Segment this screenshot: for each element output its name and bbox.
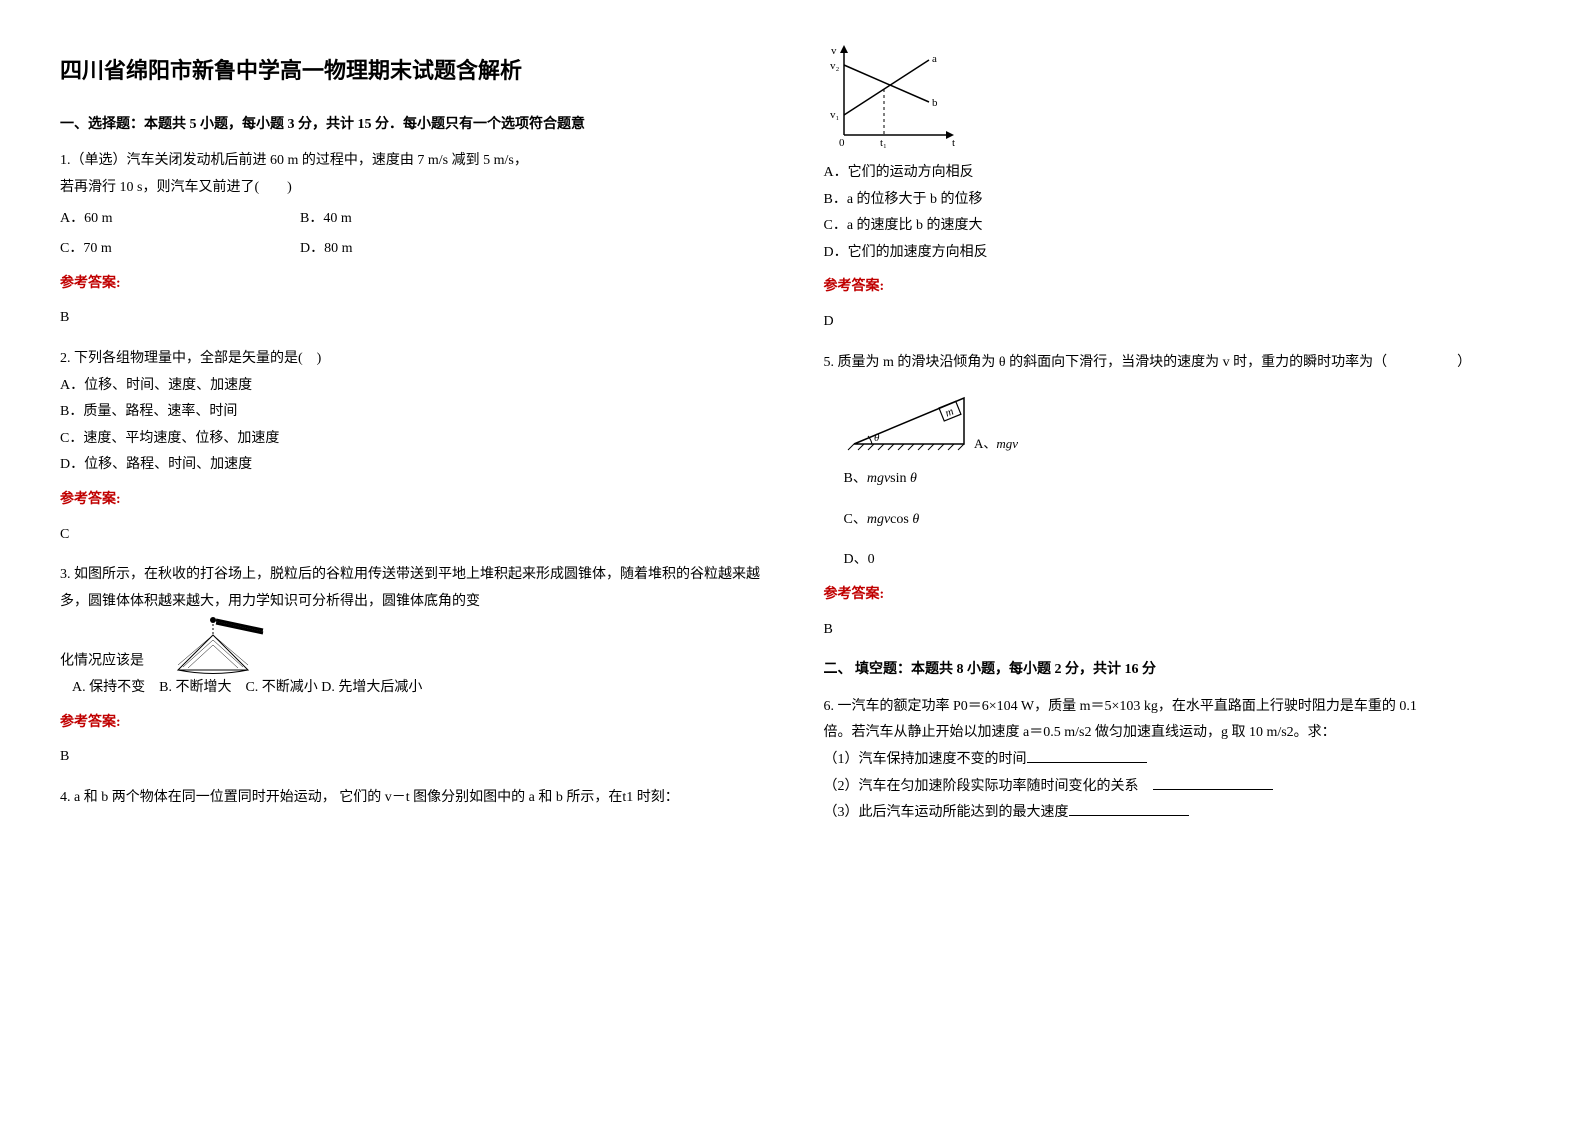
q2-stem: 2. 下列各组物理量中，全部是矢量的是( ) — [60, 346, 764, 373]
question-5: 5. 质量为 m 的滑块沿倾角为 θ 的斜面向下滑行，当滑块的速度为 v 时，重… — [824, 350, 1528, 644]
q1-row1: A．60 m B．40 m — [60, 206, 764, 233]
q1-opt-b: B．40 m — [300, 206, 352, 233]
q6-p2-text: （2）汽车在匀加速阶段实际功率随时间变化的关系 — [824, 779, 1153, 794]
q1-opt-c: C．70 m — [60, 236, 300, 263]
q5-stem: 5. 质量为 m 的滑块沿倾角为 θ 的斜面向下滑行，当滑块的速度为 v 时，重… — [824, 350, 1528, 377]
page: 四川省绵阳市新鲁中学高一物理期末试题含解析 一、选择题：本题共 5 小题，每小题… — [60, 40, 1527, 837]
vt-label-0: 0 — [839, 137, 845, 149]
q1-row2: C．70 m D．80 m — [60, 236, 764, 263]
cone-diagram — [148, 615, 278, 675]
vt-label-v2: v₂ — [830, 60, 840, 72]
page-title: 四川省绵阳市新鲁中学高一物理期末试题含解析 — [60, 50, 764, 92]
q6-p3-text: （3）此后汽车运动所能达到的最大速度 — [824, 805, 1069, 820]
left-column: 四川省绵阳市新鲁中学高一物理期末试题含解析 一、选择题：本题共 5 小题，每小题… — [60, 40, 764, 837]
q1-stem2: 若再滑行 10 s，则汽车又前进了( ) — [60, 175, 764, 202]
q2-opt-b: B．质量、路程、速率、时间 — [60, 399, 764, 426]
q4-stem: 4. a 和 b 两个物体在同一位置同时开始运动， 它们的 v－t 图像分别如图… — [60, 785, 764, 812]
vt-label-t: t — [952, 137, 955, 149]
vt-label-a: a — [932, 53, 937, 65]
q2-ref: 参考答案: — [60, 487, 764, 514]
q4-ref: 参考答案: — [824, 274, 1528, 301]
vt-graph: v v₂ v₁ 0 t₁ t a b — [824, 40, 1528, 150]
q3-ans: B — [60, 744, 764, 771]
q1-stem1: 1.（单选）汽车关闭发动机后前进 60 m 的过程中，速度由 7 m/s 减到 … — [60, 148, 764, 175]
q5-ans: B — [824, 617, 1528, 644]
q3-line2: 化情况应该是 — [60, 615, 764, 675]
q5-opt-c: C、mgvcos θ — [844, 507, 1528, 534]
section1-heading: 一、选择题：本题共 5 小题，每小题 3 分，共计 15 分．每小题只有一个选项… — [60, 112, 764, 139]
q1-ans: B — [60, 305, 764, 332]
q3-stem2: 化情况应该是 — [60, 654, 144, 669]
q2-opt-a: A．位移、时间、速度、加速度 — [60, 373, 764, 400]
blank-line — [1153, 775, 1273, 790]
q3-opts: A. 保持不变 B. 不断增大 C. 不断减小 D. 先增大后减小 — [72, 675, 764, 702]
vt-label-v1: v₁ — [830, 109, 840, 121]
question-4: 4. a 和 b 两个物体在同一位置同时开始运动， 它们的 v－t 图像分别如图… — [60, 785, 764, 812]
incline-theta: θ — [874, 432, 880, 444]
question-2: 2. 下列各组物理量中，全部是矢量的是( ) A．位移、时间、速度、加速度 B．… — [60, 346, 764, 548]
vt-label-v: v — [831, 45, 837, 57]
question-6: 6. 一汽车的额定功率 P0＝6×104 W，质量 m＝5×103 kg，在水平… — [824, 694, 1528, 827]
q1-ref: 参考答案: — [60, 271, 764, 298]
q1-opt-a: A．60 m — [60, 206, 300, 233]
q2-opt-d: D．位移、路程、时间、加速度 — [60, 452, 764, 479]
incline-diagram: θ m A、mgv — [844, 386, 1528, 456]
q5-ref: 参考答案: — [824, 582, 1528, 609]
blank-line — [1069, 801, 1189, 816]
vt-label-b: b — [932, 97, 938, 109]
q6-line1: 6. 一汽车的额定功率 P0＝6×104 W，质量 m＝5×103 kg，在水平… — [824, 694, 1528, 721]
q1-opt-d: D．80 m — [300, 236, 353, 263]
q5-opt-d: D、0 — [844, 547, 1528, 574]
q5-opt-b: B、mgvsin θ — [844, 466, 1528, 493]
question-3: 3. 如图所示，在秋收的打谷场上，脱粒后的谷粒用传送带送到平地上堆积起来形成圆锥… — [60, 562, 764, 771]
q3-ref: 参考答案: — [60, 710, 764, 737]
q4-opt-d: D．它们的加速度方向相反 — [824, 240, 1528, 267]
vt-label-t1: t₁ — [880, 137, 887, 149]
q4-opt-c: C．a 的速度比 b 的速度大 — [824, 213, 1528, 240]
q3-stem: 3. 如图所示，在秋收的打谷场上，脱粒后的谷粒用传送带送到平地上堆积起来形成圆锥… — [60, 562, 764, 615]
q4-opt-b: B．a 的位移大于 b 的位移 — [824, 187, 1528, 214]
question-1: 1.（单选）汽车关闭发动机后前进 60 m 的过程中，速度由 7 m/s 减到 … — [60, 148, 764, 332]
section2-heading: 二、 填空题：本题共 8 小题，每小题 2 分，共计 16 分 — [824, 657, 1528, 684]
q6-p3: （3）此后汽车运动所能达到的最大速度 — [824, 800, 1528, 827]
q2-opt-c: C．速度、平均速度、位移、加速度 — [60, 426, 764, 453]
q6-p1-text: （1）汽车保持加速度不变的时间 — [824, 752, 1027, 767]
right-column: v v₂ v₁ 0 t₁ t a b A．它们的运动方向相反 B．a 的位移大于… — [824, 40, 1528, 837]
q6-line2: 倍。若汽车从静止开始以加速度 a＝0.5 m/s2 做匀加速直线运动，g 取 1… — [824, 720, 1528, 747]
q6-p1: （1）汽车保持加速度不变的时间 — [824, 747, 1528, 774]
q2-ans: C — [60, 522, 764, 549]
q5-opt-a-inline: A、mgv — [974, 436, 1018, 451]
q6-p2: （2）汽车在匀加速阶段实际功率随时间变化的关系 — [824, 774, 1528, 801]
q4-opt-a: A．它们的运动方向相反 — [824, 160, 1528, 187]
q4-ans: D — [824, 309, 1528, 336]
blank-line — [1027, 748, 1147, 763]
